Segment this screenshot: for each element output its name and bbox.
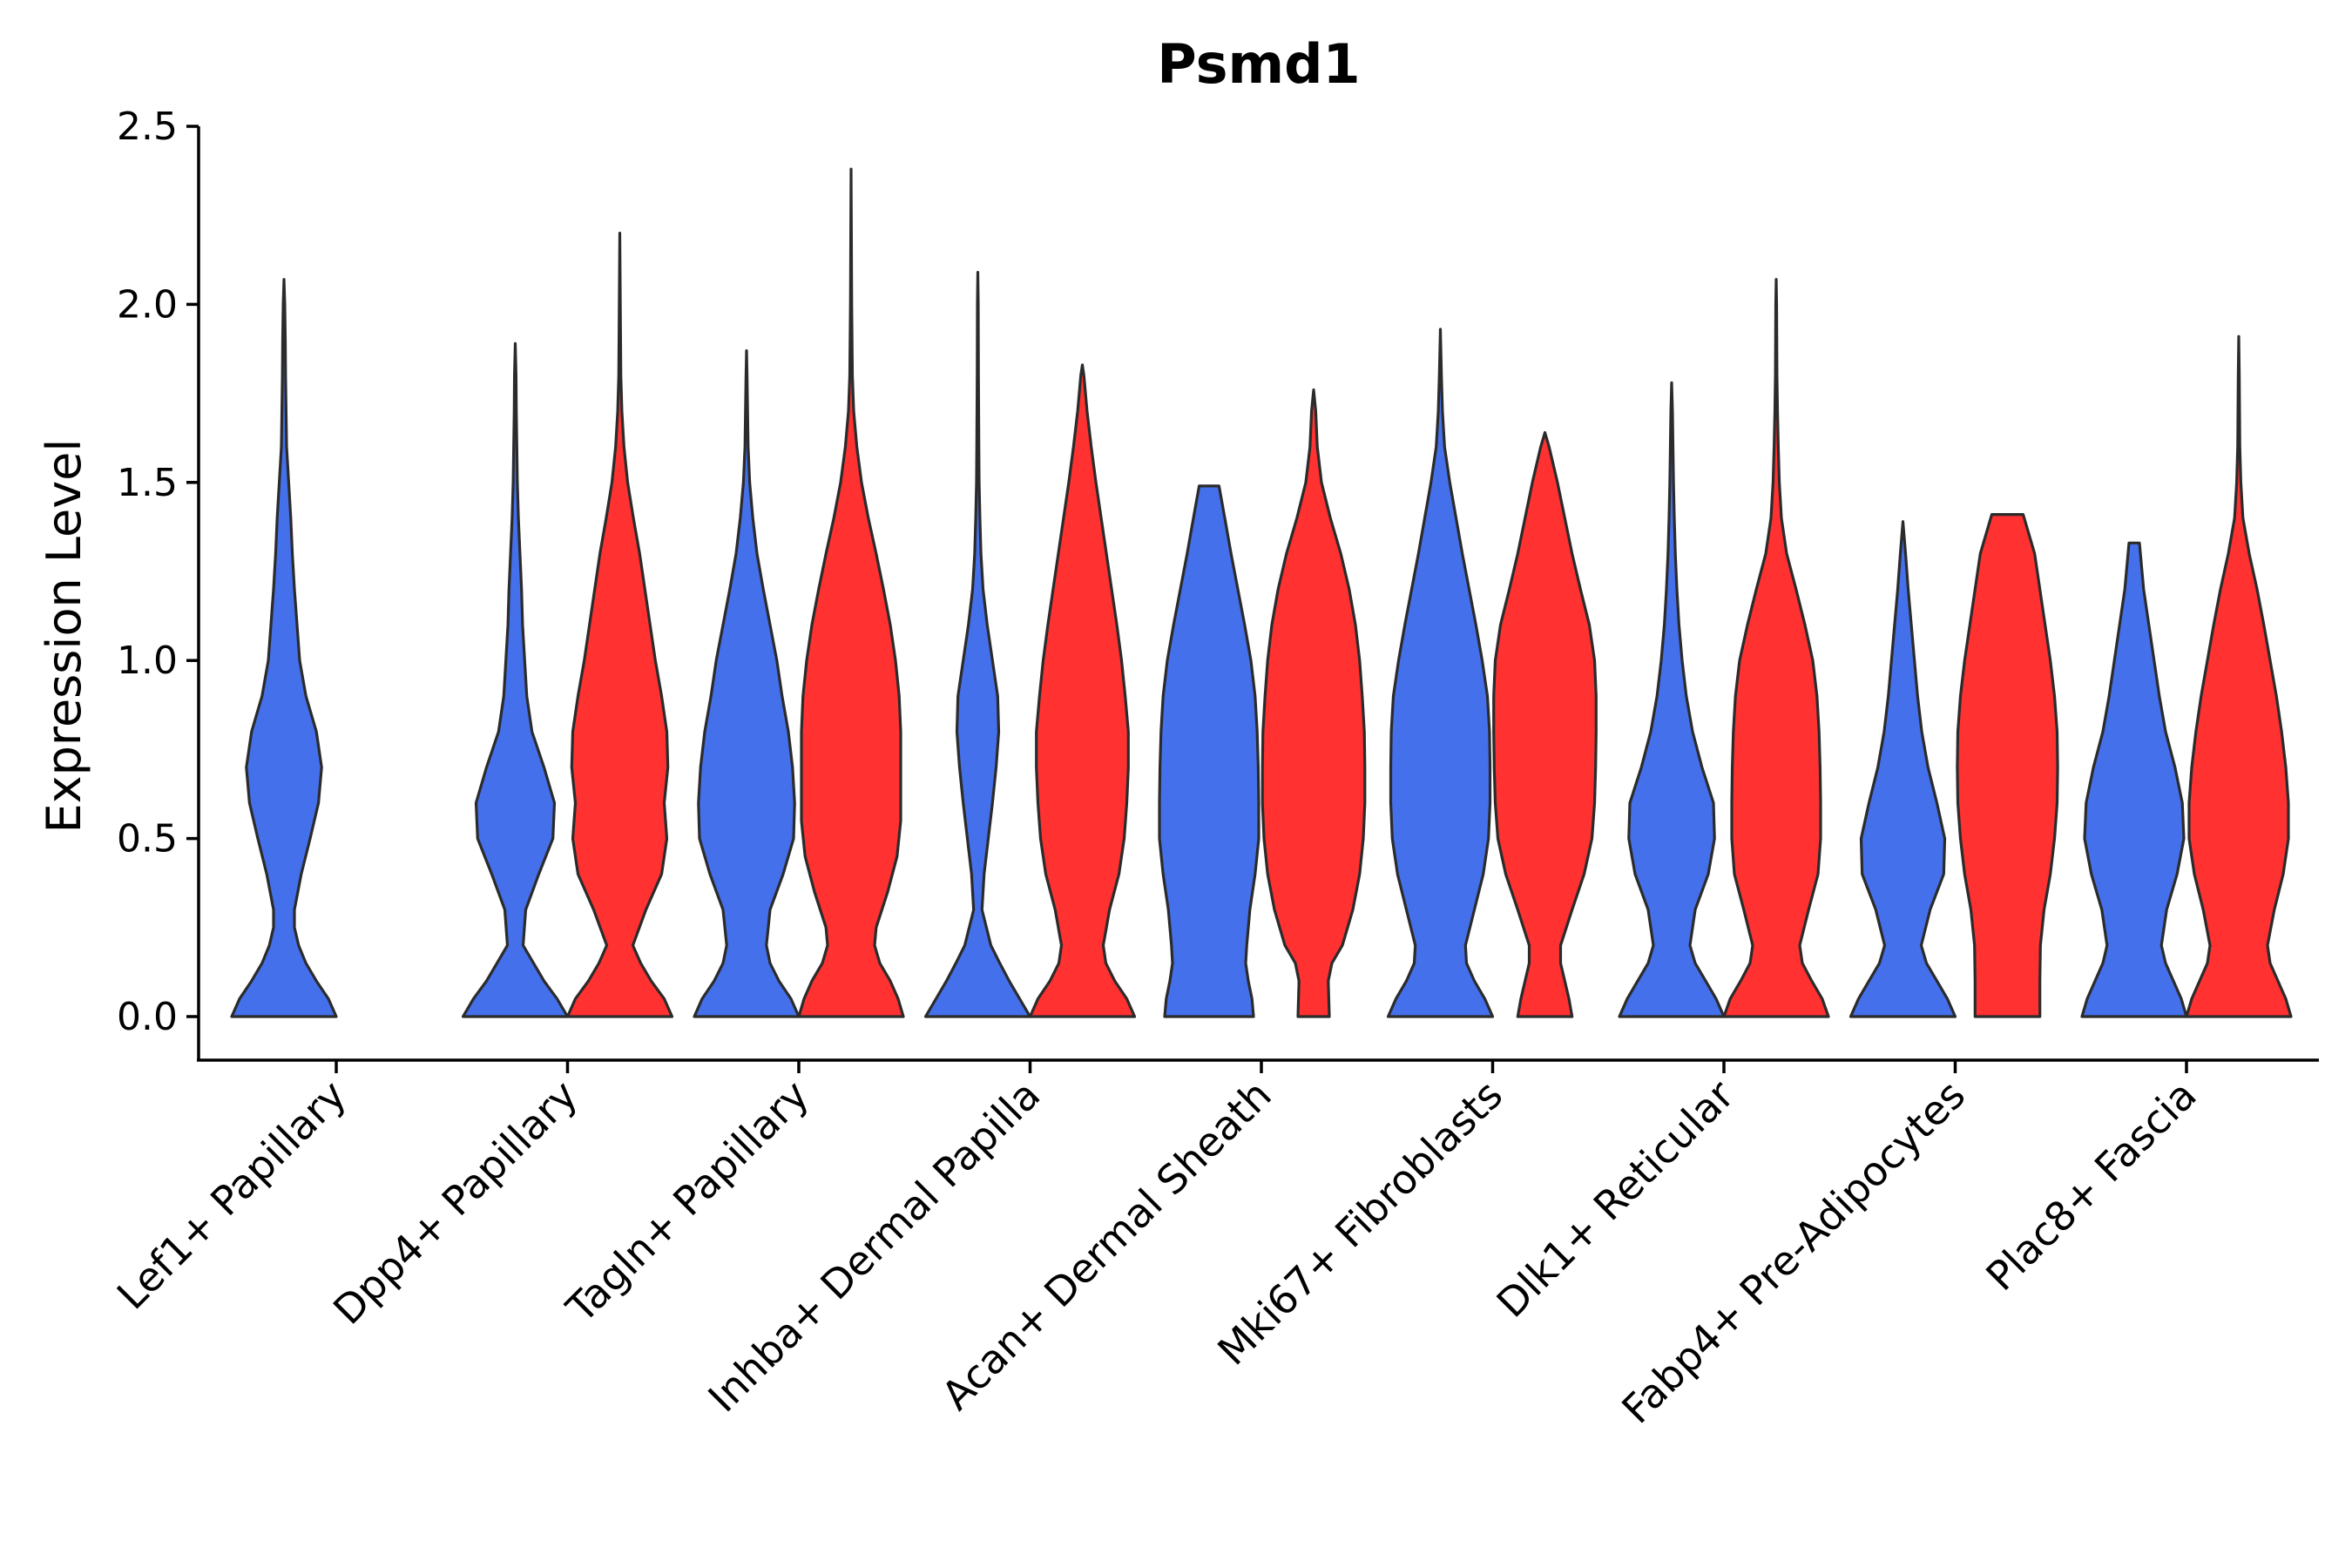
x-tick-label: Lef1+ Papillary <box>108 1071 355 1319</box>
y-tick-label: 2.0 <box>117 282 178 327</box>
violin-7-group1 <box>1848 520 1957 1018</box>
violin-0-group1 <box>230 278 338 1018</box>
violin-3-group2 <box>1028 363 1137 1018</box>
violin-2-group1 <box>693 348 801 1018</box>
violin-1-group2 <box>565 232 674 1018</box>
chart-title: Psmd1 <box>1157 32 1360 96</box>
violin-2-group2 <box>797 167 905 1018</box>
y-tick-label: 0.0 <box>117 995 178 1039</box>
violin-8-group1 <box>2080 541 2188 1018</box>
violin-4-group2 <box>1260 388 1367 1018</box>
violin-6-group2 <box>1722 278 1830 1018</box>
x-tick-label: Dpp4+ Papillary <box>324 1071 586 1334</box>
y-tick-label: 1.5 <box>117 461 178 505</box>
y-axis-ticks: 0.0 0.5 1.0 1.5 2.0 2.5 <box>117 105 199 1039</box>
violin-4-group1 <box>1158 484 1260 1018</box>
violins-layer <box>230 167 2293 1018</box>
violin-6-group1 <box>1618 381 1726 1018</box>
violin-7-group2 <box>1956 512 2059 1018</box>
x-tick-label: Tagln+ Papillary <box>557 1071 818 1333</box>
y-tick-label: 2.5 <box>117 105 178 149</box>
y-axis-label: Expression Level <box>37 439 91 834</box>
x-tick-label: Plac8+ Fascia <box>1977 1071 2205 1300</box>
violin-1-group1 <box>461 341 570 1018</box>
y-tick-label: 0.5 <box>117 817 178 862</box>
violin-5-group2 <box>1492 430 1598 1018</box>
violin-5-group1 <box>1386 328 1495 1018</box>
violin-8-group2 <box>2185 335 2293 1018</box>
x-tick-label: Dlk1+ Reticular <box>1488 1071 1743 1327</box>
y-tick-label: 1.0 <box>117 639 178 683</box>
violin-3-group1 <box>923 271 1032 1018</box>
